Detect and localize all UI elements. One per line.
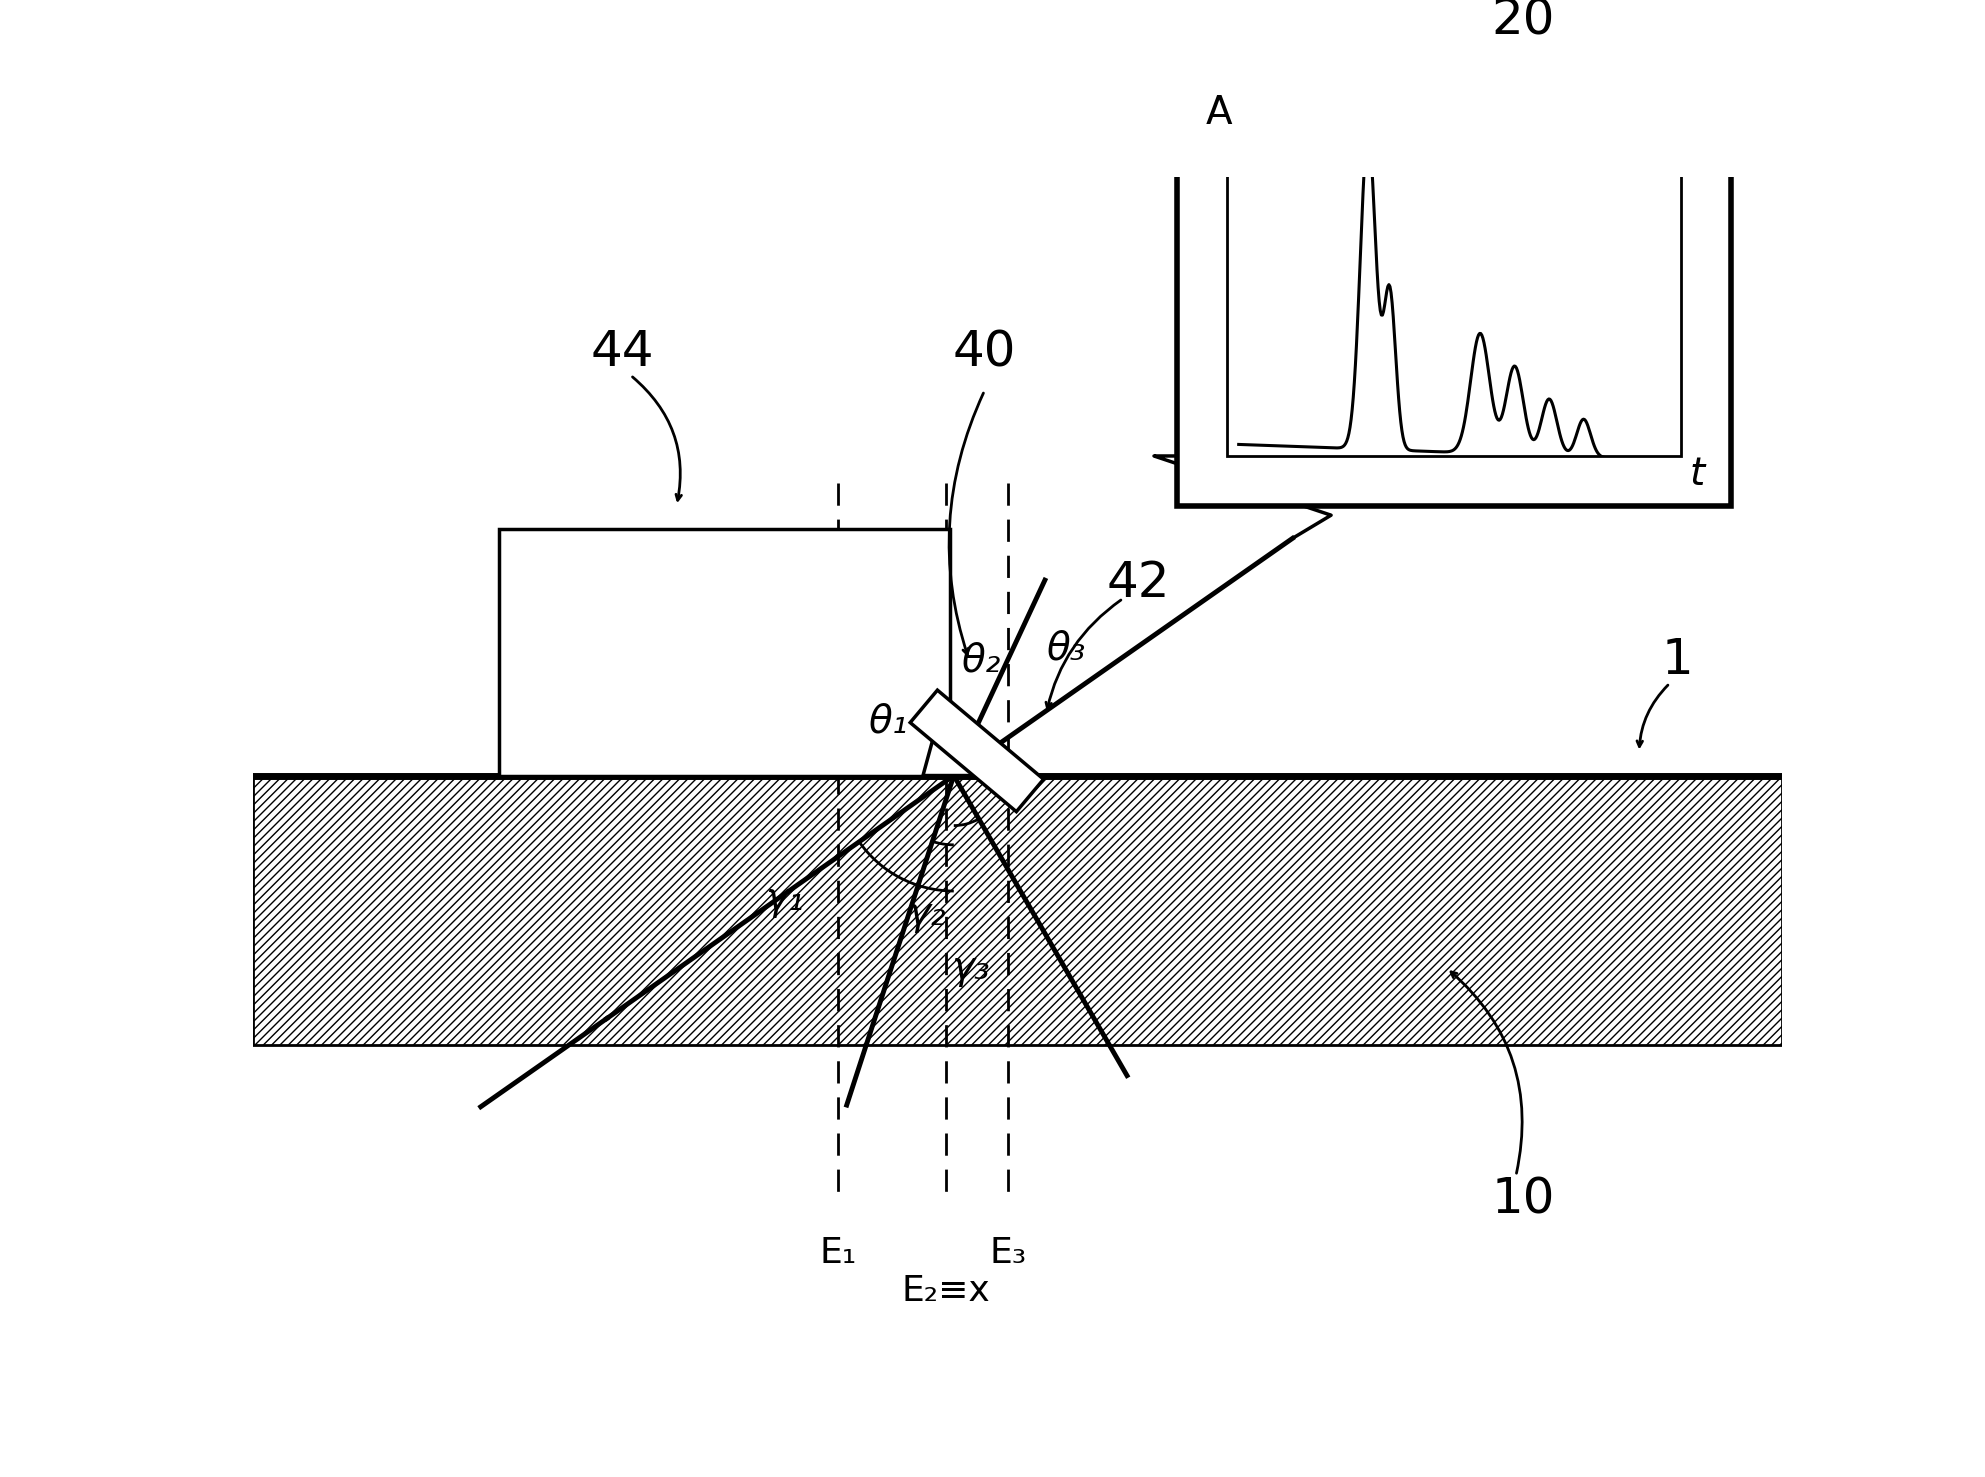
- Text: t: t: [1689, 455, 1705, 493]
- Text: γ₁: γ₁: [764, 880, 804, 917]
- Text: E₃: E₃: [989, 1236, 1026, 1270]
- Text: γ₂: γ₂: [907, 895, 947, 933]
- Polygon shape: [923, 733, 1012, 775]
- Text: 20: 20: [1493, 0, 1556, 44]
- Text: 1: 1: [1661, 637, 1693, 684]
- Polygon shape: [1227, 109, 1681, 456]
- Text: 44: 44: [592, 328, 655, 377]
- Text: E₁: E₁: [820, 1236, 858, 1270]
- Text: 40: 40: [953, 328, 1016, 377]
- Text: 10: 10: [1493, 1176, 1556, 1223]
- Polygon shape: [911, 690, 1044, 812]
- Polygon shape: [254, 775, 1783, 1046]
- Text: E₂≡x: E₂≡x: [901, 1275, 991, 1309]
- Text: 42: 42: [1108, 558, 1171, 607]
- Text: A: A: [1207, 95, 1233, 133]
- Text: θ₂: θ₂: [961, 641, 1000, 679]
- Text: γ₃: γ₃: [951, 950, 991, 987]
- Polygon shape: [1177, 59, 1731, 507]
- Polygon shape: [500, 529, 951, 775]
- Text: θ₃: θ₃: [1046, 629, 1086, 668]
- Text: θ₁: θ₁: [869, 703, 907, 740]
